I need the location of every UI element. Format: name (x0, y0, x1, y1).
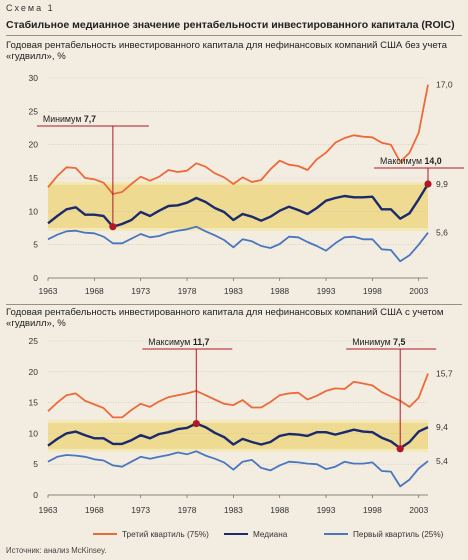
end-label-median: 9,9 (436, 179, 448, 189)
y-tick-label: 0 (33, 490, 38, 500)
legend-label-first-quartile: Первый квартиль (25%) (353, 530, 444, 539)
end-label-median: 9,4 (436, 422, 448, 432)
chart-divider (6, 304, 462, 305)
legend-label-median: Медиана (253, 530, 288, 539)
annotation-value: 14,0 (425, 156, 442, 166)
chart-1: 0 5 10 15 20 25 30 1963 1968 1973 1978 1983 1988 1993… (0, 66, 468, 308)
series-line-third-quartile (47, 373, 429, 419)
legend-label-third-quartile: Третий квартиль (75%) (122, 530, 209, 539)
y-tick-label: 25 (29, 336, 39, 346)
x-tick-label: 1963 (39, 286, 58, 296)
x-tick-label: 1968 (85, 505, 104, 515)
x-tick-label: 1968 (85, 286, 104, 296)
chart-2: 0 5 10 15 20 25 1963 1968 1973 1978 1983 1988 1993 19… (0, 331, 468, 527)
y-tick-label: 20 (29, 140, 39, 150)
annotation-label: Максимум 14,0 (380, 156, 442, 166)
x-tick-label: 2003 (409, 505, 428, 515)
y-tick-label: 20 (29, 367, 39, 377)
end-label-first-quartile: 5,4 (436, 456, 448, 466)
legend-item-median: Медиана (224, 530, 287, 539)
page-title: Стабильное медианное значение рентабельн… (6, 19, 455, 31)
legend: Третий квартиль (75%) Медиана Первый ква… (0, 530, 468, 544)
x-tick-label: 1978 (178, 286, 197, 296)
end-label-first-quartile: 5,6 (436, 228, 448, 238)
series-line-median (47, 422, 429, 450)
legend-swatch-third-quartile (93, 532, 117, 535)
x-tick-label: 1998 (363, 505, 382, 515)
x-tick-label: 1973 (131, 286, 150, 296)
end-label-third-quartile: 15,7 (436, 369, 453, 379)
annotation-marker (424, 180, 432, 188)
y-tick-label: 10 (29, 206, 39, 216)
y-tick-label: 15 (29, 398, 39, 408)
annotation-value: 7,7 (84, 114, 96, 124)
series-line-first-quartile (47, 450, 429, 488)
y-tick-label: 5 (33, 240, 38, 250)
source-note: Источник: анализ McKinsey. (6, 546, 107, 555)
annotation-text: Минимум (43, 114, 84, 124)
x-tick-label: 1963 (39, 505, 58, 515)
x-tick-label: 2003 (409, 286, 428, 296)
x-tick-label: 1988 (270, 286, 289, 296)
x-tick-label: 1993 (317, 286, 336, 296)
legend-item-third-quartile: Третий квартиль (75%) (93, 530, 209, 539)
y-tick-label: 25 (29, 106, 39, 116)
chart-1-svg: 0 5 10 15 20 25 30 1963 1968 1973 1978 1983 1988 1993… (29, 73, 464, 296)
x-tick-label: 1983 (224, 286, 243, 296)
title-divider (6, 35, 462, 36)
annotation-label: Минимум 7,5 (352, 337, 405, 347)
annotation-text: Максимум (148, 337, 193, 347)
chart-2-svg: 0 5 10 15 20 25 1963 1968 1973 1978 1983 1988 1993 19… (29, 336, 453, 515)
y-tick-label: 10 (29, 428, 39, 438)
y-tick-label: 0 (33, 273, 38, 283)
x-tick-label: 1983 (224, 505, 243, 515)
range-band (48, 422, 428, 449)
scheme-label: Схема 1 (6, 3, 55, 13)
legend-swatch-median (224, 532, 248, 535)
annotation-marker (396, 445, 404, 453)
annotation-label: Минимум 7,7 (43, 114, 96, 124)
annotation-label: Максимум 11,7 (148, 337, 209, 347)
end-label-third-quartile: 17,0 (436, 80, 453, 90)
x-tick-label: 1988 (270, 505, 289, 515)
annotation-value: 11,7 (193, 337, 210, 347)
y-tick-label: 15 (29, 173, 39, 183)
legend-item-first-quartile: Первый квартиль (25%) (324, 530, 443, 539)
x-tick-label: 1973 (131, 505, 150, 515)
annotation-text: Минимум (352, 337, 393, 347)
y-tick-label: 5 (33, 459, 38, 469)
annotation-marker (192, 419, 200, 428)
annotation-marker (109, 223, 117, 231)
x-tick-label: 1993 (317, 505, 336, 515)
range-band (48, 184, 428, 228)
series-line-first-quartile (47, 225, 429, 263)
x-tick-label: 1998 (363, 286, 382, 296)
chart-2-title: Годовая рентабельность инвестированного … (6, 307, 444, 329)
chart-1-title: Годовая рентабельность инвестированного … (6, 40, 447, 62)
legend-swatch-first-quartile (324, 532, 348, 535)
y-tick-label: 30 (29, 73, 39, 83)
annotation-value: 7,5 (393, 337, 405, 347)
annotation-text: Максимум (380, 156, 425, 166)
series-line-third-quartile (47, 84, 429, 195)
x-tick-label: 1978 (178, 505, 197, 515)
